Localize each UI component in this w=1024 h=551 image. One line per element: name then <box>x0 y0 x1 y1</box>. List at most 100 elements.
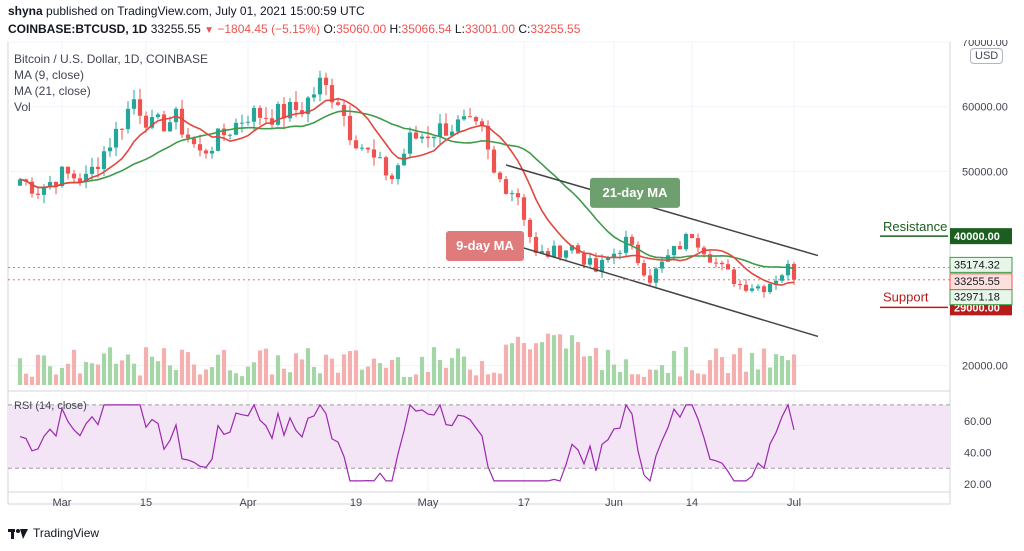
candle-body <box>785 263 791 276</box>
candle-body <box>773 280 779 284</box>
y-tick-label: 20000.00 <box>962 361 1008 373</box>
volume-bar <box>617 371 623 385</box>
candle-body <box>185 134 191 139</box>
volume-bar <box>275 355 281 385</box>
candle-body <box>449 131 455 136</box>
candle-body <box>695 238 701 248</box>
candle-body <box>383 157 389 176</box>
candle-body <box>431 136 437 139</box>
currency-button[interactable]: USD <box>970 48 1004 64</box>
candle-body <box>29 181 35 194</box>
candle-body <box>317 77 323 95</box>
volume-bar <box>245 366 251 385</box>
candle-body <box>413 132 419 139</box>
volume-bar <box>293 353 299 385</box>
candle-body <box>347 115 353 141</box>
candle-body <box>635 244 641 264</box>
price-tag <box>949 289 1013 306</box>
volume-bar <box>419 356 425 385</box>
volume-bar <box>251 362 257 385</box>
volume-bar <box>227 370 233 385</box>
candle-body <box>407 132 413 154</box>
volume-bar <box>359 369 365 385</box>
legend-ma9[interactable]: MA (9, close) <box>14 68 85 82</box>
volume-bar <box>701 374 707 385</box>
high-value: 35066.54 <box>401 22 452 36</box>
candle-body <box>527 219 533 237</box>
volume-bar <box>791 354 797 385</box>
candle-body <box>563 250 569 258</box>
volume-bar <box>557 334 563 385</box>
candle-body <box>143 115 149 128</box>
rsi-tick-label: 20.00 <box>964 479 992 491</box>
volume-bar <box>425 371 431 385</box>
volume-bar <box>347 351 353 385</box>
candle-body <box>167 122 173 132</box>
tradingview-logo-icon <box>8 527 28 539</box>
x-tick-label: Jul <box>787 497 801 509</box>
volume-bar <box>209 367 215 385</box>
candle-body <box>365 147 371 150</box>
volume-bar <box>521 343 527 385</box>
ma9-line <box>19 97 795 286</box>
rsi-tick-label: 40.00 <box>964 447 992 459</box>
volume-bar <box>95 364 101 385</box>
low-label: L: <box>454 22 465 36</box>
volume-bar <box>191 364 197 385</box>
last-price: 33255.55 <box>150 22 201 36</box>
author-name[interactable]: shyna <box>8 4 43 18</box>
candle-body <box>737 283 743 285</box>
symbol-label: COINBASE:BTCUSD, 1D <box>8 22 148 36</box>
volume-bar <box>59 367 65 385</box>
candle-body <box>125 108 131 130</box>
candle-body <box>371 149 377 158</box>
ma21-line <box>19 110 795 270</box>
volume-bar <box>317 373 323 385</box>
volume-bar <box>107 347 113 385</box>
footer-brand-label: TradingView <box>33 526 100 540</box>
legend-ma21[interactable]: MA (21, close) <box>14 84 91 98</box>
candle-body <box>119 128 125 130</box>
price-change: −1804.45 (−5.15%) <box>217 22 321 36</box>
volume-bar <box>575 342 581 385</box>
volume-bar <box>503 344 509 385</box>
volume-bar <box>515 336 521 385</box>
candle-body <box>515 193 521 198</box>
volume-bar <box>599 370 605 385</box>
price-chart[interactable]: Mar 15 Apr 19 May 17 Jun 14 Jul 70000.00 60000.00 5… <box>0 40 1024 520</box>
volume-bar <box>605 349 611 385</box>
candle-body <box>473 117 479 122</box>
candle-body <box>281 103 287 119</box>
volume-bar <box>725 373 731 385</box>
candle-body <box>647 275 653 283</box>
volume-bar <box>611 364 617 385</box>
volume-bar <box>101 353 107 385</box>
volume-bar <box>455 348 461 385</box>
volume-bar <box>437 359 443 385</box>
candle-body <box>545 251 551 257</box>
candle-body <box>155 114 161 118</box>
volume-bar <box>587 355 593 385</box>
price-tag <box>949 256 1013 273</box>
footer-brand[interactable]: TradingView <box>8 526 99 540</box>
volume-bar <box>581 356 587 385</box>
candle-body <box>593 258 599 272</box>
rsi-legend[interactable]: RSI (14, close) <box>14 400 87 412</box>
legend-vol[interactable]: Vol <box>14 100 31 114</box>
candle-body <box>497 172 503 180</box>
candle-body <box>311 94 317 98</box>
x-tick-label: Jun <box>605 497 623 509</box>
volume-bar <box>467 369 473 385</box>
candle-body <box>107 147 113 152</box>
candle-body <box>719 262 725 265</box>
volume-bar <box>641 376 647 385</box>
volume-bar <box>737 347 743 385</box>
volume-bar <box>179 349 185 385</box>
price-tag-label: 32971.18 <box>954 292 1000 304</box>
candle-body <box>149 117 155 128</box>
candle-body <box>335 102 341 105</box>
down-triangle-icon: ▼ <box>204 25 214 36</box>
candle-body <box>491 149 497 173</box>
annotation-label: 9-day MA <box>456 238 514 253</box>
candle-body <box>557 245 563 258</box>
